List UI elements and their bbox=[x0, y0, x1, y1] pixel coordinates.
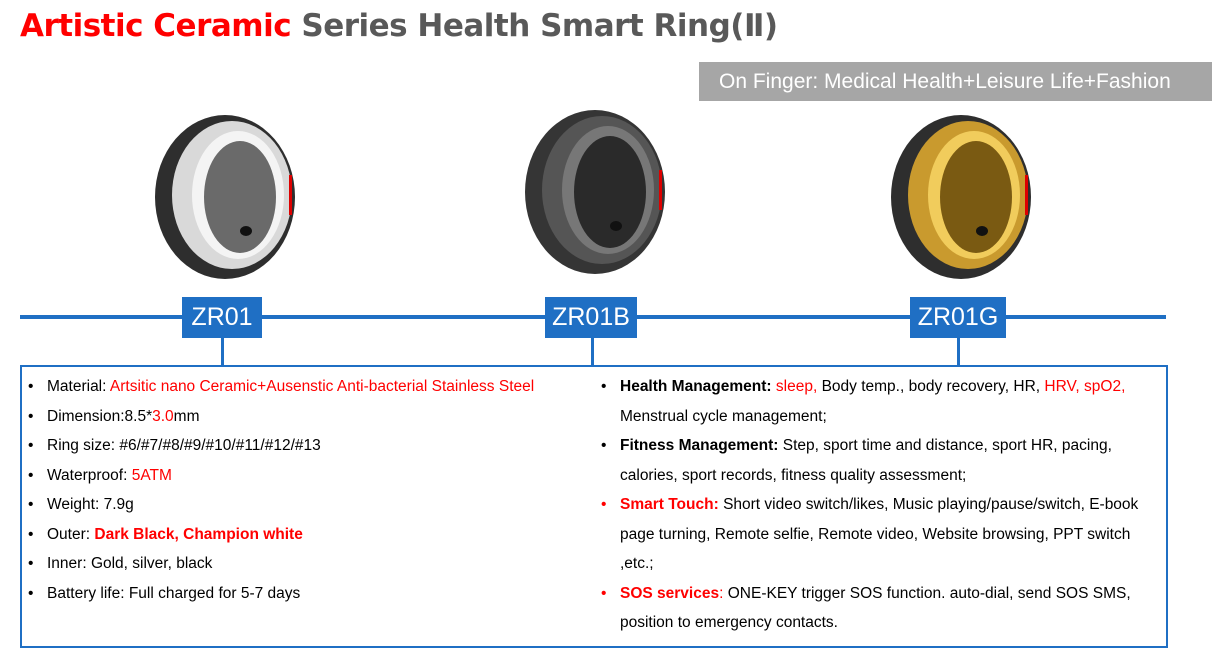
item-text: Waterproof: bbox=[47, 466, 132, 484]
item-text: Inner: Gold, silver, black bbox=[47, 555, 213, 572]
item-text: 3.0 bbox=[152, 407, 174, 425]
list-item: • Inner: Gold, silver, black bbox=[28, 549, 568, 579]
item-text: Fitness Management: bbox=[620, 437, 783, 454]
list-item: • Fitness Management: Step, sport time an… bbox=[601, 431, 1161, 490]
list-item: • Dimension:8.5*3.0mm bbox=[28, 402, 568, 432]
list-item: • Material: Artsitic nano Ceramic+Ausenst… bbox=[28, 372, 568, 402]
ring-image-zr01b bbox=[525, 110, 665, 274]
item-text: 5ATM bbox=[131, 466, 172, 484]
list-item: • Ring size: #6/#7/#8/#9/#10/#11/#12/#13 bbox=[28, 431, 568, 461]
list-item: • Weight: 7.9g bbox=[28, 490, 568, 520]
item-text: sleep, bbox=[775, 378, 818, 395]
bullet-icon: • bbox=[28, 378, 34, 395]
item-text: Ring size: #6/#7/#8/#9/#10/#11/#12/#13 bbox=[47, 437, 321, 454]
page-title: Artistic Ceramic Series Health Smart Rin… bbox=[20, 8, 778, 44]
connector-line bbox=[221, 330, 224, 366]
item-text: Smart Touch: bbox=[620, 496, 724, 513]
ring-image-zr01g bbox=[891, 115, 1031, 279]
item-text: Weight: 7.9g bbox=[47, 496, 134, 513]
bullet-icon: • bbox=[28, 584, 34, 602]
bullet-icon: • bbox=[28, 496, 34, 513]
bullet-icon: • bbox=[601, 496, 607, 513]
bullet-icon: • bbox=[28, 555, 34, 572]
bullet-icon: • bbox=[601, 584, 607, 602]
list-item: • Battery life: Full charged for 5-7 days bbox=[28, 579, 568, 609]
item-text: Menstrual cycle management; bbox=[620, 407, 827, 425]
bullet-icon: • bbox=[28, 525, 34, 543]
list-item: • SOS services: ONE-KEY trigger SOS funct… bbox=[601, 579, 1161, 638]
connector-line bbox=[957, 330, 960, 366]
model-label-zr01g: ZR01G bbox=[910, 297, 1006, 338]
title-highlight: Artistic Ceramic bbox=[20, 8, 292, 44]
item-text: SOS services bbox=[620, 584, 720, 602]
item-text: Step, sport time and distance, sport HR,… bbox=[620, 437, 1112, 484]
item-text: HRV, spO2, bbox=[1044, 378, 1126, 395]
list-item: • Waterproof: 5ATM bbox=[28, 461, 568, 491]
connector-line bbox=[591, 330, 594, 366]
spec-list: • Material: Artsitic nano Ceramic+Ausenst… bbox=[28, 372, 568, 608]
list-item: • Outer: Dark Black, Champion white bbox=[28, 520, 568, 550]
item-text: Material: bbox=[47, 378, 110, 395]
title-rest: Series Health Smart Ring(Ⅱ) bbox=[291, 8, 778, 44]
bullet-icon: • bbox=[601, 378, 607, 395]
feature-list: • Health Management: sleep, Body temp., b… bbox=[601, 372, 1161, 638]
list-item: • Smart Touch: Short video switch/likes, … bbox=[601, 490, 1161, 579]
item-text: mm bbox=[173, 407, 200, 425]
spec-box bbox=[20, 365, 1168, 648]
bullet-icon: • bbox=[28, 407, 34, 425]
bullet-icon: • bbox=[28, 437, 34, 454]
bullet-icon: • bbox=[601, 437, 607, 454]
ring-image-zr01 bbox=[155, 115, 295, 279]
item-text: Artsitic nano Ceramic+Ausenstic Anti-bac… bbox=[109, 378, 535, 395]
item-text: ONE-KEY trigger SOS function. auto-dial,… bbox=[620, 584, 1131, 632]
item-text: Dark Black, Champion white bbox=[94, 525, 303, 543]
on-finger-banner: On Finger: Medical Health+Leisure Life+F… bbox=[699, 62, 1212, 101]
item-text: Dimension:8.5* bbox=[47, 407, 153, 425]
bullet-icon: • bbox=[28, 466, 34, 484]
item-text: Battery life: Full charged for 5-7 days bbox=[47, 584, 301, 602]
model-label-zr01b: ZR01B bbox=[545, 297, 637, 338]
item-text: Outer: bbox=[47, 525, 95, 543]
item-text: : bbox=[719, 584, 724, 602]
item-text: Health Management: bbox=[620, 378, 776, 395]
item-text: Short video switch/likes, Music playing/… bbox=[620, 496, 1139, 572]
list-item: • Health Management: sleep, Body temp., b… bbox=[601, 372, 1161, 431]
item-text: Body temp., body recovery, HR, bbox=[817, 378, 1045, 395]
model-label-zr01: ZR01 bbox=[182, 297, 262, 338]
